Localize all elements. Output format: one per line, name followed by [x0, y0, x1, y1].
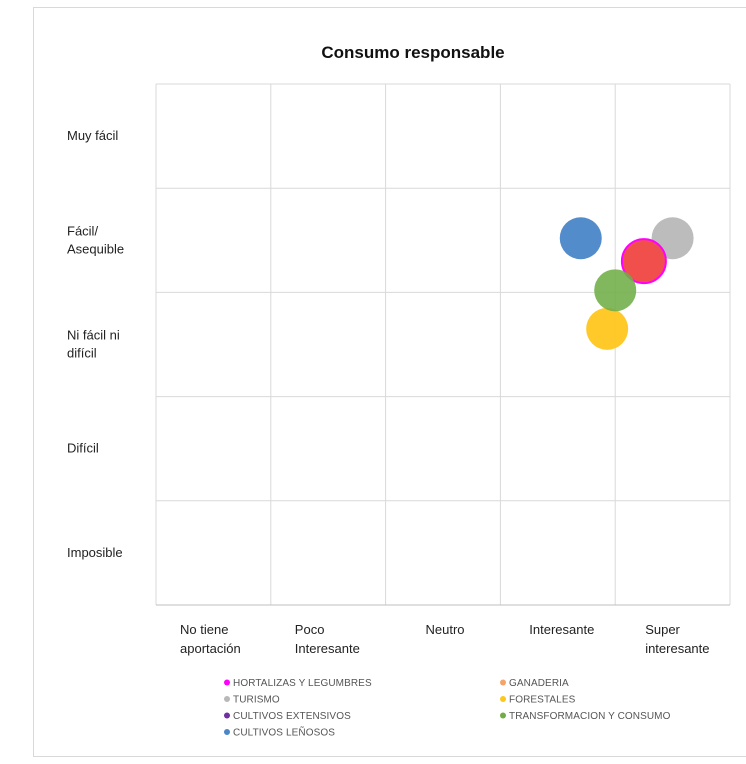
y-tick-label-line: Ni fácil ni — [67, 328, 120, 343]
plot-grid — [155, 83, 731, 606]
legend-marker-hortalizas-y-legumbres — [224, 679, 230, 686]
x-axis-labels: No tiene aportación Poco Interesante Neutro I… — [180, 622, 710, 656]
y-tick-label-line: difícil — [67, 346, 97, 361]
x-tick-label-line: Interesante — [295, 641, 360, 656]
legend-marker-cultivos-extensivos — [224, 712, 230, 719]
legend-marker-forestales — [500, 696, 506, 702]
x-tick-label: No tiene aportación — [180, 622, 241, 656]
legend-label-cultivos-le-osos: CULTIVOS LEÑOSOS — [233, 726, 335, 739]
chart-title: Consumo responsable — [321, 43, 504, 62]
legend-label-forestales: FORESTALES — [509, 695, 576, 706]
legend-label-ganaderia: GANADERIA — [509, 678, 569, 689]
bubbles — [559, 217, 694, 350]
x-tick-label-line: No tiene — [180, 622, 228, 637]
x-tick-label: Interesante — [529, 622, 594, 637]
x-tick-label: Super interesante — [645, 622, 709, 656]
y-tick-label: Imposible — [67, 545, 123, 560]
x-tick-label-line: Poco — [295, 622, 325, 637]
x-tick-label: Poco Interesante — [295, 622, 360, 656]
y-axis-labels: Imposible Difícil Ni fácil ni difícil Fácil/… — [67, 128, 124, 560]
y-tick-label-line: Fácil/ — [67, 223, 98, 238]
bubble-cultivos-le-osos — [559, 217, 602, 260]
x-tick-label-line: Interesante — [529, 622, 594, 637]
legend-label-transformacion-y-consumo: TRANSFORMACION Y CONSUMO — [509, 711, 671, 722]
bubble-forestales — [586, 307, 629, 350]
x-tick-label-line: Super — [645, 622, 680, 637]
legend-marker-turismo — [224, 696, 230, 702]
legend-marker-ganaderia — [500, 679, 506, 686]
legend-marker-transformacion-y-consumo — [500, 712, 506, 719]
y-tick-label: Muy fácil — [67, 128, 118, 143]
x-tick-label-line: aportación — [180, 641, 241, 656]
y-tick-label-line: Muy fácil — [67, 128, 118, 143]
legend: HORTALIZAS Y LEGUMBRES GANADERIA TURISMO FO… — [224, 678, 671, 739]
y-tick-label: Fácil/Asequible — [67, 223, 124, 256]
y-tick-label-line: Difícil — [67, 441, 99, 456]
x-tick-label: Neutro — [425, 622, 464, 637]
legend-label-turismo: TURISMO — [233, 695, 280, 706]
y-tick-label-line: Asequible — [67, 241, 124, 256]
bubble-hortalizas-y-legumbres — [620, 238, 667, 285]
x-tick-label-line: Neutro — [425, 622, 464, 637]
y-tick-label: Ni fácil ni difícil — [67, 328, 120, 361]
legend-label-hortalizas-y-legumbres: HORTALIZAS Y LEGUMBRES — [233, 678, 372, 689]
y-tick-label-line: Imposible — [67, 545, 123, 560]
legend-label-cultivos-extensivos: CULTIVOS EXTENSIVOS — [233, 711, 351, 722]
bubble-transformacion-y-consumo — [594, 269, 637, 312]
legend-marker-cultivos-le-osos — [224, 729, 230, 735]
chart-frame — [33, 7, 746, 757]
x-tick-label-line: interesante — [645, 641, 709, 656]
y-tick-label: Difícil — [67, 441, 99, 456]
